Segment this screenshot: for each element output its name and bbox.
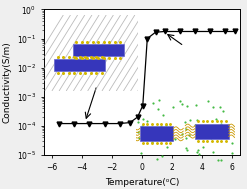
Point <box>215 126 219 129</box>
Y-axis label: Conductivity(S/m): Conductivity(S/m) <box>2 41 11 123</box>
Point <box>160 154 164 157</box>
Point <box>136 120 140 123</box>
Point <box>166 128 170 131</box>
Point <box>219 159 223 162</box>
Point <box>165 145 168 148</box>
Point <box>139 151 143 154</box>
Point <box>187 133 191 136</box>
Point <box>183 120 187 123</box>
Point <box>180 102 184 105</box>
Point <box>214 118 218 121</box>
Point <box>202 145 206 148</box>
Point <box>156 107 160 110</box>
Point <box>140 125 144 128</box>
Point <box>193 123 197 126</box>
Point <box>219 122 223 125</box>
Point <box>178 100 182 103</box>
Bar <box>73 44 124 56</box>
Point <box>142 117 145 120</box>
Bar <box>140 126 173 141</box>
Point <box>173 138 177 141</box>
Point <box>230 141 234 144</box>
Point <box>136 131 140 134</box>
Bar <box>195 124 229 139</box>
Point <box>223 126 227 129</box>
Point <box>157 99 161 102</box>
Point <box>154 134 158 137</box>
Point <box>164 123 168 126</box>
Point <box>184 127 188 130</box>
X-axis label: Temperature(ᵒC): Temperature(ᵒC) <box>105 178 179 187</box>
Point <box>185 148 189 151</box>
Point <box>170 139 174 142</box>
Point <box>137 137 141 140</box>
Point <box>221 109 225 112</box>
Bar <box>54 59 105 71</box>
Point <box>161 113 165 116</box>
Point <box>216 158 220 161</box>
Point <box>180 133 184 136</box>
Point <box>195 151 199 154</box>
Point <box>211 151 215 154</box>
Point <box>185 105 188 108</box>
Point <box>184 137 188 140</box>
Point <box>209 136 213 139</box>
Point <box>159 125 163 128</box>
Point <box>188 118 192 121</box>
Point <box>194 104 198 107</box>
Point <box>162 135 166 138</box>
Point <box>197 153 201 156</box>
Point <box>219 106 223 109</box>
Point <box>150 140 154 143</box>
Point <box>196 149 200 152</box>
Point <box>206 100 210 103</box>
Point <box>171 105 175 108</box>
Point <box>151 101 155 104</box>
Point <box>155 158 159 161</box>
Point <box>230 152 234 155</box>
Point <box>184 147 188 150</box>
Point <box>211 105 215 108</box>
Point <box>144 119 148 122</box>
Point <box>195 119 199 122</box>
